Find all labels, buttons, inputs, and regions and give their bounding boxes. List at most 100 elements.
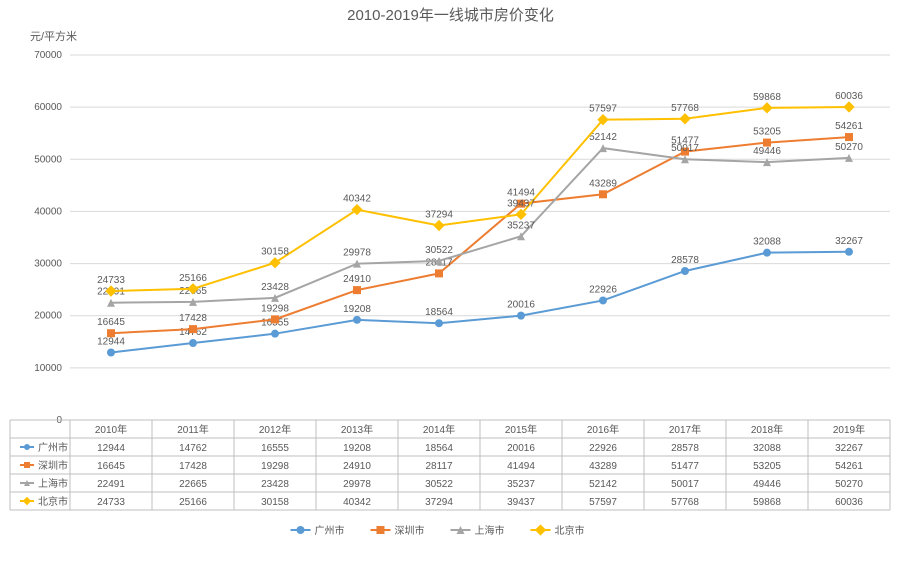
table-cell: 22665: [179, 479, 207, 490]
data-label: 20016: [507, 300, 535, 311]
data-label: 52142: [589, 132, 617, 143]
x-category-label: 2017年: [669, 423, 701, 436]
legend-label: 广州市: [315, 524, 345, 537]
table-cell: 52142: [589, 479, 617, 490]
x-category-label: 2010年: [95, 423, 127, 436]
table-cell: 30522: [425, 479, 453, 490]
x-category-label: 2016年: [587, 423, 619, 436]
y-tick-label: 10000: [34, 363, 62, 374]
table-series-name: 上海市: [38, 477, 68, 490]
x-category-label: 2013年: [341, 423, 373, 436]
table-cell: 50270: [835, 479, 863, 490]
data-label: 35237: [507, 220, 535, 231]
table-cell: 53205: [753, 461, 781, 472]
table-cell: 60036: [835, 497, 863, 508]
y-tick-label: 50000: [34, 154, 62, 165]
x-category-label: 2018年: [751, 423, 783, 436]
data-label: 57597: [589, 104, 617, 115]
data-label: 50017: [671, 143, 699, 154]
table-cell: 16645: [97, 461, 125, 472]
table-cell: 35237: [507, 479, 535, 490]
data-label: 60036: [835, 91, 863, 102]
table-cell: 24733: [97, 497, 125, 508]
table-cell: 40342: [343, 497, 371, 508]
data-label: 41494: [507, 188, 535, 199]
x-category-label: 2015年: [505, 423, 537, 436]
y-tick-label: 40000: [34, 206, 62, 217]
table-cell: 28117: [425, 461, 453, 472]
data-label: 57768: [671, 103, 699, 114]
legend-label: 上海市: [475, 524, 505, 537]
data-label: 22926: [589, 284, 617, 295]
data-label: 43289: [589, 178, 617, 189]
table-cell: 49446: [753, 479, 781, 490]
table-cell: 28578: [671, 443, 699, 454]
chart-title: 2010-2019年一线城市房价变化: [347, 7, 554, 24]
x-category-label: 2019年: [833, 423, 865, 436]
table-cell: 22926: [589, 443, 617, 454]
data-label: 12944: [97, 337, 125, 348]
table-cell: 51477: [671, 461, 699, 472]
y-tick-label: 60000: [34, 102, 62, 113]
data-label: 37294: [425, 210, 453, 221]
y-tick-label: 30000: [34, 259, 62, 270]
data-label: 28578: [671, 255, 699, 266]
data-label: 29978: [343, 248, 371, 259]
table-cell: 57768: [671, 497, 699, 508]
table-cell: 12944: [97, 443, 125, 454]
legend-label: 北京市: [555, 524, 585, 537]
table-cell: 39437: [507, 497, 535, 508]
data-label: 39437: [507, 198, 535, 209]
data-label: 23428: [261, 282, 289, 293]
data-label: 32267: [835, 236, 863, 247]
data-label: 16645: [97, 317, 125, 328]
data-label: 25166: [179, 273, 207, 284]
data-label: 24733: [97, 275, 125, 286]
table-cell: 25166: [179, 497, 207, 508]
table-cell: 32267: [835, 443, 863, 454]
table-cell: 23428: [261, 479, 289, 490]
table-cell: 20016: [507, 443, 535, 454]
table-cell: 37294: [425, 497, 453, 508]
table-series-name: 广州市: [38, 441, 68, 454]
table-cell: 22491: [97, 479, 125, 490]
table-cell: 54261: [835, 461, 863, 472]
table-series-name: 深圳市: [38, 459, 68, 472]
y-tick-label: 20000: [34, 311, 62, 322]
data-label: 53205: [753, 127, 781, 138]
table-cell: 19298: [261, 461, 289, 472]
table-cell: 30158: [261, 497, 289, 508]
data-label: 49446: [753, 146, 781, 157]
x-category-label: 2014年: [423, 423, 455, 436]
table-cell: 29978: [343, 479, 371, 490]
table-cell: 41494: [507, 461, 535, 472]
chart-container: 2010-2019年一线城市房价变化元/平方米01000020000300004…: [0, 0, 901, 561]
y-tick-label: 70000: [34, 50, 62, 61]
data-label: 54261: [835, 121, 863, 132]
data-label: 30522: [425, 245, 453, 256]
table-cell: 18564: [425, 443, 453, 454]
data-label: 32088: [753, 237, 781, 248]
data-label: 59868: [753, 92, 781, 103]
data-label: 18564: [425, 307, 453, 318]
table-series-name: 北京市: [38, 495, 68, 508]
data-label: 19298: [261, 303, 289, 314]
table-cell: 16555: [261, 443, 289, 454]
table-cell: 50017: [671, 479, 699, 490]
table-cell: 17428: [179, 461, 207, 472]
table-cell: 43289: [589, 461, 617, 472]
table-cell: 19208: [343, 443, 371, 454]
data-label: 19208: [343, 304, 371, 315]
data-label: 50270: [835, 142, 863, 153]
data-label: 17428: [179, 313, 207, 324]
data-label: 24910: [343, 274, 371, 285]
table-cell: 59868: [753, 497, 781, 508]
x-category-label: 2011年: [177, 423, 209, 436]
table-cell: 14762: [179, 443, 207, 454]
table-cell: 57597: [589, 497, 617, 508]
data-label: 40342: [343, 194, 371, 205]
table-cell: 24910: [343, 461, 371, 472]
table-cell: 32088: [753, 443, 781, 454]
data-label: 30158: [261, 247, 289, 258]
legend-label: 深圳市: [395, 524, 425, 537]
